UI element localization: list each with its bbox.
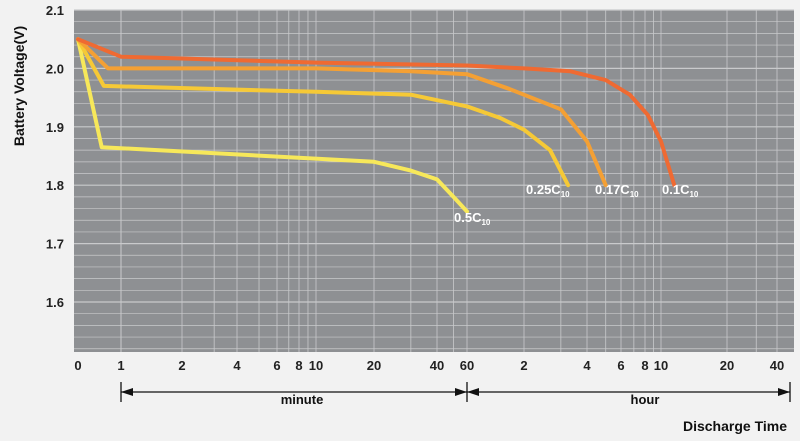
series-line-1 xyxy=(76,37,571,188)
x-tick-label: 6 xyxy=(617,358,624,373)
x-tick-label: 40 xyxy=(430,358,444,373)
x-tick-label: 1 xyxy=(117,358,124,373)
x-tick-label: 40 xyxy=(770,358,784,373)
y-tick-label: 2.1 xyxy=(46,3,64,18)
x-tick-label: 2 xyxy=(178,358,185,373)
x-tick-label: 0 xyxy=(74,358,81,373)
x-tick-label: 4 xyxy=(583,358,591,373)
x-tick-labels: 0 1 2 4 6 8 10 20 40 60 2 4 6 8 10 20 40 xyxy=(74,358,784,373)
x-tick-label: 60 xyxy=(460,358,474,373)
series-label-0: 0.5C10 xyxy=(454,210,491,227)
series-label-1: 0.25C10 xyxy=(526,182,570,199)
x-tick-label: 20 xyxy=(720,358,734,373)
x-tick-label: 6 xyxy=(273,358,280,373)
y-tick-label: 1.7 xyxy=(46,237,64,252)
y-tick-label: 1.9 xyxy=(46,120,64,135)
series-labels: 0.5C10 0.25C10 0.17C10 0.1C10 xyxy=(454,182,699,227)
series-line-2 xyxy=(76,37,608,188)
minute-range: minute xyxy=(120,382,468,407)
x-tick-label: 8 xyxy=(641,358,648,373)
y-tick-label: 1.6 xyxy=(46,295,64,310)
series-line-3 xyxy=(76,37,677,188)
y-axis-title: Battery Voltage(V) xyxy=(11,26,27,146)
series-line-0 xyxy=(76,37,469,214)
y-tick-label: 2.0 xyxy=(46,61,64,76)
hour-range: hour xyxy=(467,382,791,407)
series-label-2: 0.17C10 xyxy=(595,182,639,199)
x-tick-label: 10 xyxy=(654,358,668,373)
x-axis-title: Discharge Time xyxy=(683,418,787,434)
x-tick-label: 10 xyxy=(309,358,323,373)
minute-label: minute xyxy=(281,392,324,407)
x-tick-label: 8 xyxy=(295,358,302,373)
y-tick-labels: 2.1 2.0 1.9 1.8 1.7 1.6 xyxy=(46,3,64,310)
series-label-3: 0.1C10 xyxy=(662,182,699,199)
series-lines xyxy=(76,37,677,214)
hour-label: hour xyxy=(631,392,660,407)
x-tick-label: 4 xyxy=(233,358,241,373)
x-tick-label: 20 xyxy=(367,358,381,373)
y-tick-label: 1.8 xyxy=(46,178,64,193)
x-tick-label: 2 xyxy=(520,358,527,373)
